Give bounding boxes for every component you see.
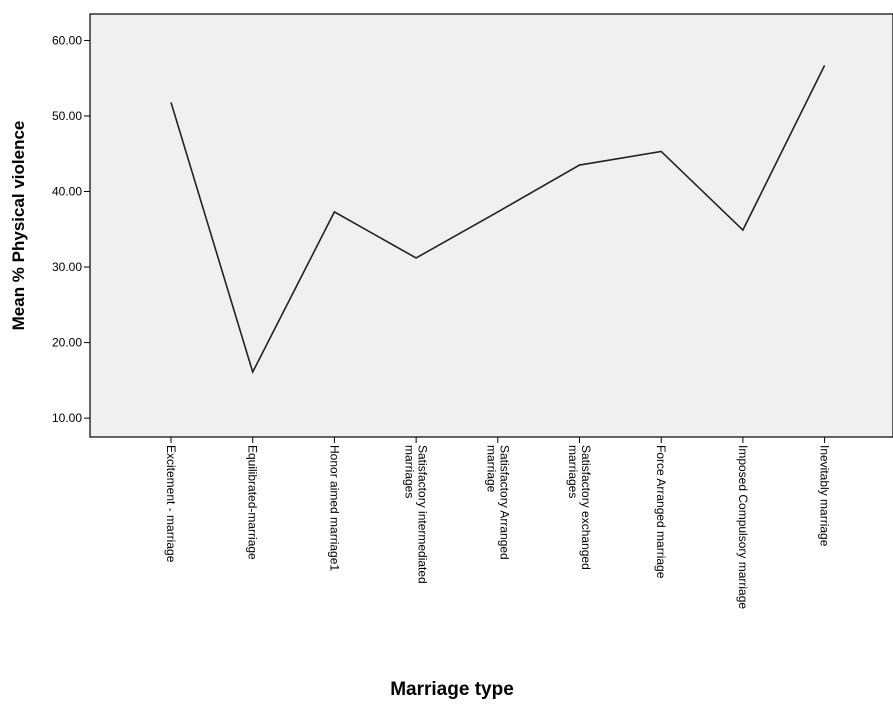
x-tick-label: Satisfactory Arrangedmarriage: [484, 445, 511, 560]
y-axis: 10.00 20.00 30.00 40.00 50.00 60.00: [52, 33, 90, 425]
y-tick-label: 20.00: [52, 336, 82, 350]
x-tick-label: Satisfactory intermediatedmarriages: [403, 445, 430, 584]
x-tick-label: Force Arranged marriage: [654, 445, 668, 579]
x-tick-label: Imposed Compulsory marriage: [736, 445, 750, 609]
y-tick-label: 40.00: [52, 185, 82, 199]
y-axis-title: Mean % Physical violence: [9, 121, 28, 331]
x-tick-label: Satisfactory exchangedmarriages: [566, 445, 593, 570]
x-axis-title: Marriage type: [390, 679, 514, 700]
x-tick-label: Inevitably marriage: [818, 445, 832, 547]
plot-area: [89, 13, 893, 438]
y-tick-label: 30.00: [52, 260, 82, 274]
series-line: [170, 65, 826, 375]
x-axis: Excitement - marriage Equilibrated-marria…: [164, 437, 832, 609]
y-tick-label: 60.00: [52, 33, 82, 47]
y-tick-label: 10.00: [52, 411, 82, 425]
x-tick-label: Honor aimed marriage1: [327, 445, 341, 571]
x-tick-label: Excitement - marriage: [164, 445, 178, 563]
y-tick-label: 50.00: [52, 109, 82, 123]
x-tick-label: Equilibrated-marriage: [246, 445, 260, 560]
